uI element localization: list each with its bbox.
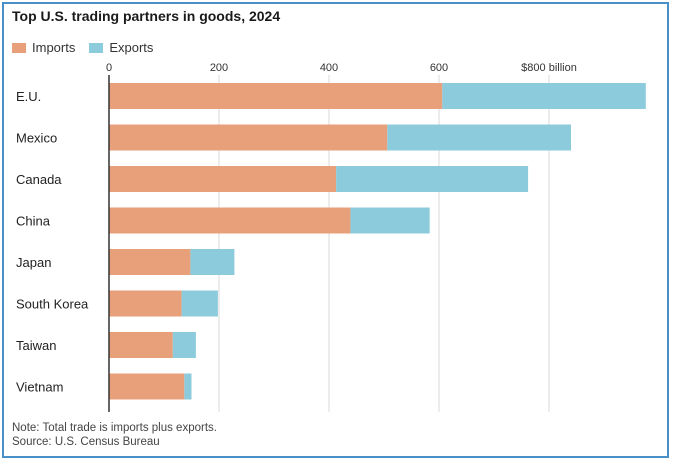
bar-exports-japan: [190, 249, 235, 275]
bar-imports-japan: [109, 249, 191, 275]
bar-exports-canada: [336, 166, 529, 192]
x-tick-label-600: 600: [430, 62, 448, 74]
x-tick-label-400: 400: [320, 62, 338, 74]
legend-label-imports: Imports: [32, 40, 76, 55]
bar-imports-canada: [109, 166, 337, 192]
bar-imports-taiwan: [109, 332, 173, 358]
bar-imports-vietnam: [109, 373, 185, 400]
bar-exports-taiwan: [172, 332, 196, 358]
imports-swatch: [12, 42, 26, 53]
category-label-vietnam: Vietnam: [16, 380, 63, 395]
category-label-china: China: [16, 214, 51, 229]
category-label-taiwan: Taiwan: [16, 338, 56, 353]
x-tick-label-200: 200: [210, 62, 228, 74]
chart-notes: Note: Total trade is imports plus export…: [12, 421, 217, 449]
legend-item-exports: Exports: [89, 40, 153, 55]
category-label-e-u-: E.U.: [16, 89, 41, 104]
x-tick-label-0: 0: [106, 62, 112, 74]
x-tick-label-800: $800 billion: [521, 62, 577, 74]
legend-label-exports: Exports: [109, 40, 154, 55]
bar-exports-south-korea: [181, 290, 218, 317]
bar-exports-vietnam: [184, 373, 192, 400]
bar-exports-china: [350, 207, 430, 234]
bar-exports-e-u-: [442, 83, 646, 109]
bar-imports-south-korea: [109, 290, 182, 317]
bar-imports-china: [109, 207, 351, 234]
chart-title: Top U.S. trading partners in goods, 2024: [12, 8, 281, 24]
bar-exports-mexico: [387, 124, 571, 151]
legend-item-imports: Imports: [12, 40, 75, 55]
category-label-canada: Canada: [16, 172, 62, 187]
exports-swatch: [89, 42, 104, 53]
category-label-japan: Japan: [16, 255, 51, 270]
category-label-south-korea: South Korea: [16, 297, 89, 312]
note-text: Note: Total trade is imports plus export…: [12, 422, 217, 434]
category-label-mexico: Mexico: [16, 131, 57, 146]
bar-imports-e-u-: [109, 83, 443, 109]
legend: Imports Exports: [12, 40, 167, 55]
bar-imports-mexico: [109, 124, 388, 151]
source-text: Source: U.S. Census Bureau: [12, 436, 160, 448]
